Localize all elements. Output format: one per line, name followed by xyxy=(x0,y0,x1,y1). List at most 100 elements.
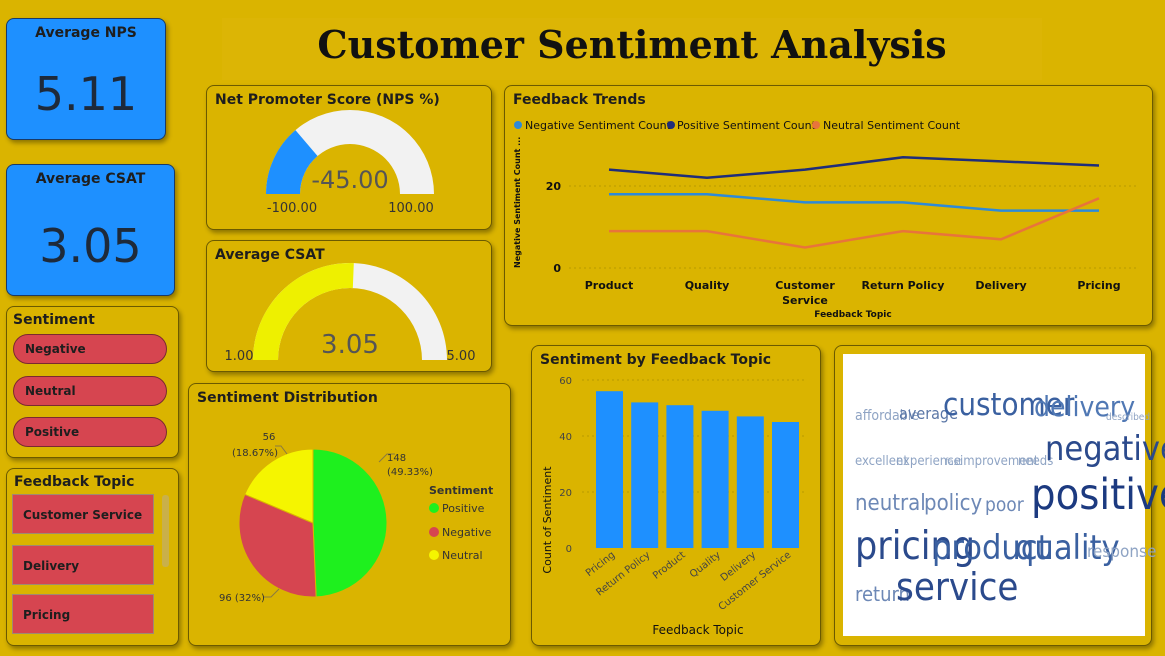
word-poor: poor xyxy=(985,494,1024,516)
x-tick-label: Delivery xyxy=(975,279,1026,292)
chart-title: Feedback Trends xyxy=(513,92,646,108)
data-label-negative: 96 (32%) xyxy=(219,593,265,604)
gauge-track xyxy=(266,110,434,194)
y-axis-label: Count of Sentiment xyxy=(541,466,554,574)
gauge-fill xyxy=(253,263,354,360)
gauge-fill xyxy=(266,130,318,194)
legend-item-negative[interactable]: Negative Sentiment Count xyxy=(525,119,672,132)
y-tick-label: 20 xyxy=(546,180,562,193)
x-tick-label: Product xyxy=(651,550,688,582)
data-label-positive: 148 xyxy=(387,453,406,464)
legend-marker-neutral xyxy=(812,121,820,129)
legend-marker-negative xyxy=(429,527,439,537)
y-tick-label: 0 xyxy=(566,544,572,555)
x-tick-label: Quality xyxy=(685,279,730,292)
gauge-min: -100.00 xyxy=(267,201,317,216)
word-average: average xyxy=(899,404,958,423)
slicer-option-neutral[interactable]: Neutral xyxy=(13,376,167,406)
slicer-option-label: Pricing xyxy=(23,608,71,622)
legend-marker-negative xyxy=(514,121,522,129)
pie-slice-neutral[interactable] xyxy=(244,448,314,524)
x-axis-label: Feedback Topic xyxy=(814,310,891,320)
kpi-label: Average CSAT xyxy=(35,171,146,187)
csat-gauge-card: Average CSAT 3.05 1.00 5.00 xyxy=(206,240,492,372)
trends-legend: Negative Sentiment Count Positive Sentim… xyxy=(514,119,961,132)
kpi-average-csat[interactable]: Average CSAT 3.05 xyxy=(6,164,175,296)
word-experience: experience xyxy=(896,454,961,469)
word-response: response xyxy=(1087,542,1157,562)
chart-title: Sentiment by Feedback Topic xyxy=(540,352,772,368)
bar-product[interactable] xyxy=(666,405,694,548)
word-policy: policy xyxy=(924,491,983,516)
slicer-option-delivery[interactable]: Delivery xyxy=(12,545,154,585)
y-tick-label: 60 xyxy=(559,376,572,387)
x-tick-label: Product xyxy=(585,279,634,292)
title-band xyxy=(222,18,1042,80)
series-line-1[interactable] xyxy=(609,192,1099,212)
word-delivery: delivery xyxy=(1034,390,1136,423)
legend-title: Sentiment xyxy=(429,484,493,497)
legend-marker-positive xyxy=(667,121,675,129)
word-pricing: pricing xyxy=(855,524,976,569)
gauge-value: 3.05 xyxy=(321,330,379,360)
word-cloud-card: affordable average customer delivery des… xyxy=(834,345,1165,646)
x-tick-label: Customer xyxy=(775,279,835,292)
data-label-neutral: 56 xyxy=(263,432,276,443)
pie-slice-positive[interactable] xyxy=(312,448,388,598)
word-neutral: neutral xyxy=(855,491,926,516)
legend-item-negative[interactable]: Negative xyxy=(442,526,492,539)
slicer-option-label: Neutral xyxy=(25,384,76,398)
word-service: service xyxy=(896,565,1019,609)
legend-item-positive[interactable]: Positive xyxy=(442,502,485,515)
x-axis-label: Feedback Topic xyxy=(652,623,743,637)
gauge-max: 5.00 xyxy=(447,349,476,364)
slicer-scrollbar[interactable] xyxy=(162,495,169,567)
word-quality: quality xyxy=(1015,528,1120,568)
x-tick-label: Pricing xyxy=(1077,279,1120,292)
word-needs: needs xyxy=(1018,454,1054,469)
y-tick-label: 40 xyxy=(559,432,572,443)
legend-item-neutral[interactable]: Neutral xyxy=(442,549,483,562)
kpi-value: 3.05 xyxy=(39,219,142,273)
legend-item-positive[interactable]: Positive Sentiment Count xyxy=(677,119,817,132)
x-tick-label: Service xyxy=(782,294,828,307)
data-label-positive-pct: (49.33%) xyxy=(387,467,433,478)
label-leader-line xyxy=(263,588,280,598)
gauge-title: Net Promoter Score (NPS %) xyxy=(215,92,440,108)
y-axis-label: Negative Sentiment Count ... xyxy=(513,137,522,268)
slicer-option-label: Positive xyxy=(25,425,80,439)
slicer-title: Sentiment xyxy=(13,312,95,328)
data-label-neutral-pct: (18.67%) xyxy=(232,448,278,459)
slicer-option-label: Customer Service xyxy=(23,508,143,522)
slicer-option-negative[interactable]: Negative xyxy=(13,334,167,364)
sentiment-distribution-card: Sentiment Distribution 148 (49.33%) 56 (… xyxy=(188,383,511,646)
word-affordable: affordable xyxy=(855,408,919,424)
page-title: Customer Sentiment Analysis xyxy=(317,22,947,67)
nps-gauge: -45.00 -100.00 100.00 xyxy=(266,110,434,216)
pie-slice-negative[interactable] xyxy=(238,493,317,598)
bar-customer-service[interactable] xyxy=(772,422,799,548)
legend-marker-positive xyxy=(429,503,439,513)
y-tick-label: 20 xyxy=(559,488,572,499)
word-customer: customer xyxy=(943,387,1075,423)
bar-pricing[interactable] xyxy=(596,391,623,548)
csat-gauge: 3.05 1.00 5.00 xyxy=(225,263,476,364)
kpi-value: 5.11 xyxy=(34,67,138,121)
sentiment-by-topic-card: Sentiment by Feedback Topic Count of Sen… xyxy=(531,345,821,646)
feedback-trends-chart: Negative Sentiment Count Positive Sentim… xyxy=(513,119,1137,320)
slicer-option-positive[interactable]: Positive xyxy=(13,417,167,447)
word-return: return xyxy=(855,582,910,606)
bar-return-policy[interactable] xyxy=(631,402,659,548)
slicer-title: Feedback Topic xyxy=(14,474,135,490)
slicer-option-pricing[interactable]: Pricing xyxy=(12,594,154,634)
slicer-option-customer-service[interactable]: Customer Service xyxy=(12,494,154,534)
bar-quality[interactable] xyxy=(701,410,729,548)
series-line-2[interactable] xyxy=(608,156,1100,180)
bar-delivery[interactable] xyxy=(736,416,764,548)
legend-item-neutral[interactable]: Neutral Sentiment Count xyxy=(823,119,961,132)
series-line-3[interactable] xyxy=(609,197,1100,249)
gauge-max: 100.00 xyxy=(388,201,434,216)
kpi-average-nps[interactable]: Average NPS 5.11 xyxy=(6,18,166,140)
x-tick-label: Return Policy xyxy=(862,279,945,292)
word-described: described xyxy=(1106,412,1151,423)
